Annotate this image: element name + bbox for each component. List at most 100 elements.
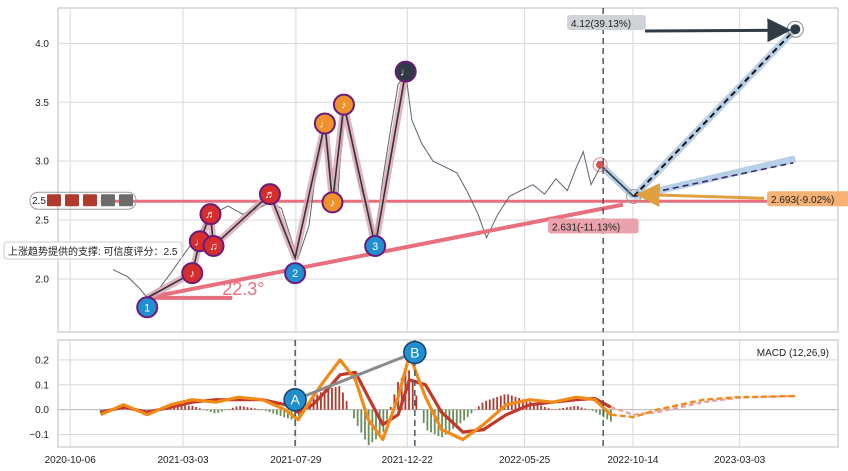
macd-histogram-bar xyxy=(543,406,546,410)
pattern-marker xyxy=(258,183,281,206)
macd-histogram-bar xyxy=(250,407,253,410)
macd-histogram-bar xyxy=(565,407,568,410)
macd-y-tick-label: 0.1 xyxy=(35,380,49,391)
macd-histogram-bar xyxy=(327,388,330,410)
macd-histogram-bar xyxy=(562,407,565,410)
pattern-marker-label: ♪ xyxy=(189,268,195,280)
macd-histogram-bar xyxy=(503,394,506,410)
macd-histogram-bar xyxy=(323,389,326,410)
macd-histogram-bar xyxy=(463,409,465,421)
macd-histogram-bar xyxy=(507,394,510,410)
divergence-line xyxy=(294,351,416,402)
macd-histogram-bar xyxy=(576,406,579,410)
divergence-marker-label: A xyxy=(290,392,300,408)
macd-histogram-bar xyxy=(488,399,491,410)
axis-mark-label: 2.5 xyxy=(32,196,46,207)
x-tick-label: 2021-03-03 xyxy=(157,455,209,466)
macd-histogram-bar xyxy=(224,409,227,411)
macd-y-tick-label: 0.0 xyxy=(35,405,49,416)
macd-histogram-bar xyxy=(591,409,594,411)
macd-histogram-bar xyxy=(485,400,488,410)
macd-histogram-bar xyxy=(191,405,194,410)
macd-histogram-bar xyxy=(474,409,477,411)
macd-histogram-bar xyxy=(257,409,260,410)
price-y-tick-label: 2.0 xyxy=(35,274,49,285)
macd-histogram-bar xyxy=(261,409,264,411)
current-ring xyxy=(592,157,608,173)
macd-histogram-bar xyxy=(492,398,495,410)
pattern-icon-frame xyxy=(29,191,137,210)
macd-histogram-bar xyxy=(287,409,289,419)
macd-histogram-bar xyxy=(415,395,418,410)
macd-histogram-bar xyxy=(499,395,502,410)
x-tick-label: 2021-12-22 xyxy=(382,455,434,466)
pattern-icon xyxy=(83,194,97,207)
macd-histogram-bar xyxy=(342,392,344,410)
macd-histogram-bar xyxy=(268,409,271,413)
projection-high-arrow xyxy=(644,18,792,43)
macd-histogram-bar xyxy=(408,370,410,410)
pattern-marker-label: 2 xyxy=(292,268,298,280)
pattern-icon xyxy=(47,194,61,207)
macd-histogram-bar xyxy=(275,409,278,415)
macd-histogram-bar xyxy=(353,409,355,419)
support-trend-line xyxy=(146,202,624,300)
macd-histogram-bar xyxy=(386,409,388,420)
projection-mid-line xyxy=(633,162,794,198)
macd-histogram-bar xyxy=(231,407,234,410)
macd-histogram-bar xyxy=(180,405,183,410)
macd-histogram-bar xyxy=(375,409,377,440)
support-label-box xyxy=(3,241,183,260)
macd-histogram-bar xyxy=(481,402,484,410)
pattern-marker-label: 3 xyxy=(372,241,378,253)
macd-histogram-bar xyxy=(187,405,190,410)
macd-histogram-bar xyxy=(246,407,249,410)
pattern-marker-label: 1 xyxy=(144,302,150,314)
projection-low-label-box xyxy=(767,191,848,207)
macd-histogram-bar xyxy=(209,409,212,412)
macd-histogram-bar xyxy=(217,409,220,413)
pattern-marker xyxy=(199,203,222,226)
macd-histogram-bar xyxy=(580,407,583,410)
macd-y-tick-label: −0.1 xyxy=(29,430,49,441)
macd-histogram-bar xyxy=(283,409,286,418)
pattern-icon xyxy=(65,194,79,207)
pattern-marker xyxy=(364,234,387,257)
pattern-marker-label: ♪ xyxy=(330,197,336,209)
macd-histogram-bar xyxy=(239,405,242,410)
macd-histogram-bar xyxy=(595,409,598,413)
divergence-marker-label: B xyxy=(410,344,419,360)
pattern-icon xyxy=(101,194,115,207)
macd-histogram-bar xyxy=(264,409,267,411)
price-y-tick-label: 2.5 xyxy=(35,216,49,227)
macd-histogram-bar xyxy=(459,409,462,424)
macd-histogram-bar xyxy=(455,409,458,427)
macd-histogram-bar xyxy=(367,409,370,446)
macd-histogram-bar xyxy=(345,401,348,410)
projection-entry-line xyxy=(599,164,635,198)
macd-histogram-bar xyxy=(554,409,557,410)
divergence-marker xyxy=(403,340,427,365)
macd-projection-line xyxy=(610,394,796,419)
pattern-icon xyxy=(119,194,133,207)
support-target-label-box xyxy=(548,218,639,234)
macd-histogram-bar xyxy=(331,387,333,410)
x-tick-label: 2020-10-06 xyxy=(45,455,97,466)
macd-histogram-bar xyxy=(426,409,429,431)
macd-histogram-bar xyxy=(272,409,275,414)
macd-histogram-bar xyxy=(573,406,576,410)
macd-histogram-bar xyxy=(220,409,223,412)
macd-histogram-bar xyxy=(202,409,205,410)
macd-histogram-bar xyxy=(279,409,282,417)
macd-histogram-bar xyxy=(466,409,469,417)
macd-histogram-bar xyxy=(242,406,245,410)
pattern-marker xyxy=(202,234,225,257)
pattern-marker-label: ♩ xyxy=(400,67,411,79)
pattern-marker xyxy=(181,262,204,285)
projection-high-dot xyxy=(790,24,801,35)
macd-y-tick-label: 0.2 xyxy=(35,355,49,366)
price-y-tick-label: 3.5 xyxy=(35,98,49,109)
macd-histogram-bar xyxy=(433,409,436,435)
macd-histogram-bar xyxy=(253,408,256,410)
